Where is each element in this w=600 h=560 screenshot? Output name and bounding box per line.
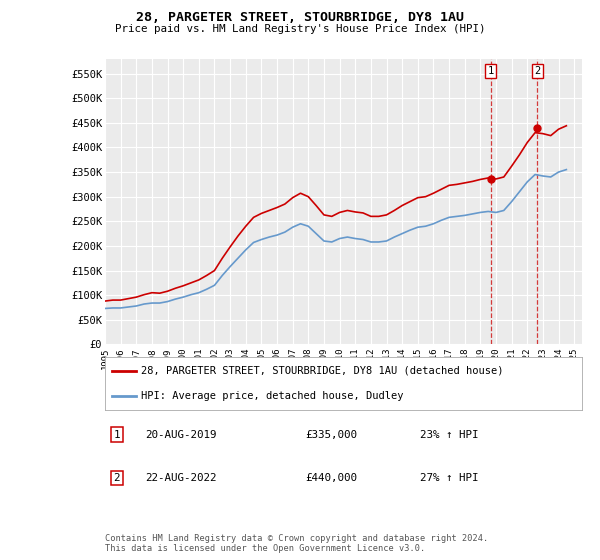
- Text: £440,000: £440,000: [305, 473, 358, 483]
- Text: 2: 2: [535, 66, 541, 76]
- Text: 1: 1: [113, 430, 120, 440]
- Text: 28, PARGETER STREET, STOURBRIDGE, DY8 1AU: 28, PARGETER STREET, STOURBRIDGE, DY8 1A…: [136, 11, 464, 24]
- Text: Contains HM Land Registry data © Crown copyright and database right 2024.
This d: Contains HM Land Registry data © Crown c…: [105, 534, 488, 553]
- Text: HPI: Average price, detached house, Dudley: HPI: Average price, detached house, Dudl…: [141, 391, 403, 401]
- Text: £335,000: £335,000: [305, 430, 358, 440]
- Text: 23% ↑ HPI: 23% ↑ HPI: [420, 430, 478, 440]
- Text: 27% ↑ HPI: 27% ↑ HPI: [420, 473, 478, 483]
- Text: 2: 2: [113, 473, 120, 483]
- Text: 22-AUG-2022: 22-AUG-2022: [146, 473, 217, 483]
- Text: 28, PARGETER STREET, STOURBRIDGE, DY8 1AU (detached house): 28, PARGETER STREET, STOURBRIDGE, DY8 1A…: [141, 366, 503, 376]
- Text: Price paid vs. HM Land Registry's House Price Index (HPI): Price paid vs. HM Land Registry's House …: [115, 24, 485, 34]
- Text: 20-AUG-2019: 20-AUG-2019: [146, 430, 217, 440]
- Text: 1: 1: [487, 66, 494, 76]
